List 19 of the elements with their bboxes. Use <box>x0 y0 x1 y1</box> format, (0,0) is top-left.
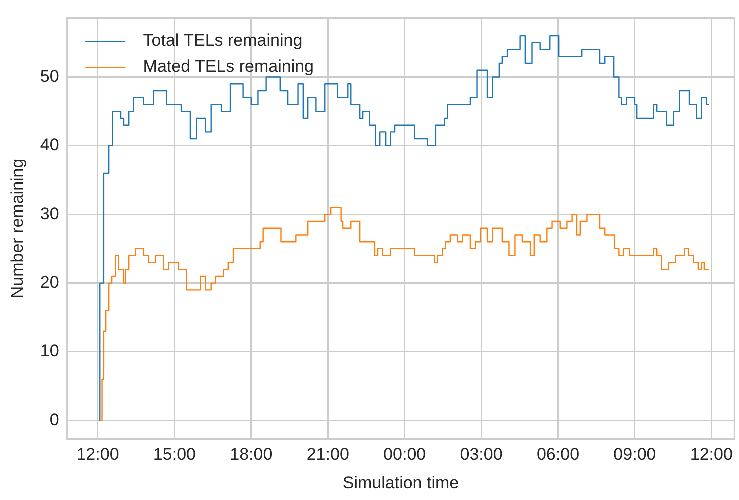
x-tick-label: 03:00 <box>460 445 503 464</box>
y-tick-label: 10 <box>40 342 60 361</box>
y-tick-label: 30 <box>40 204 60 224</box>
x-tick-label: 18:00 <box>230 445 273 464</box>
y-axis-title: Number remaining <box>8 158 27 299</box>
x-axis-title: Simulation time <box>342 473 460 492</box>
x-tick-label: 09:00 <box>614 445 656 464</box>
y-tick-label: 40 <box>40 136 60 155</box>
x-tick-label: 15:00 <box>153 445 196 464</box>
y-tick-label: 0 <box>50 410 60 430</box>
x-tick-label: 12:00 <box>690 445 733 464</box>
x-tick-label: 00:00 <box>384 445 426 464</box>
y-tick-label: 50 <box>40 66 60 86</box>
x-tick-label: 12:00 <box>76 445 120 464</box>
x-tick-label: 06:00 <box>536 445 580 464</box>
x-tick-label: 21:00 <box>306 445 350 464</box>
y-tick-label: 20 <box>40 272 60 292</box>
legend-label: Total TELs remaining <box>143 30 303 52</box>
legend-label: Mated TELs remaining <box>143 56 314 78</box>
